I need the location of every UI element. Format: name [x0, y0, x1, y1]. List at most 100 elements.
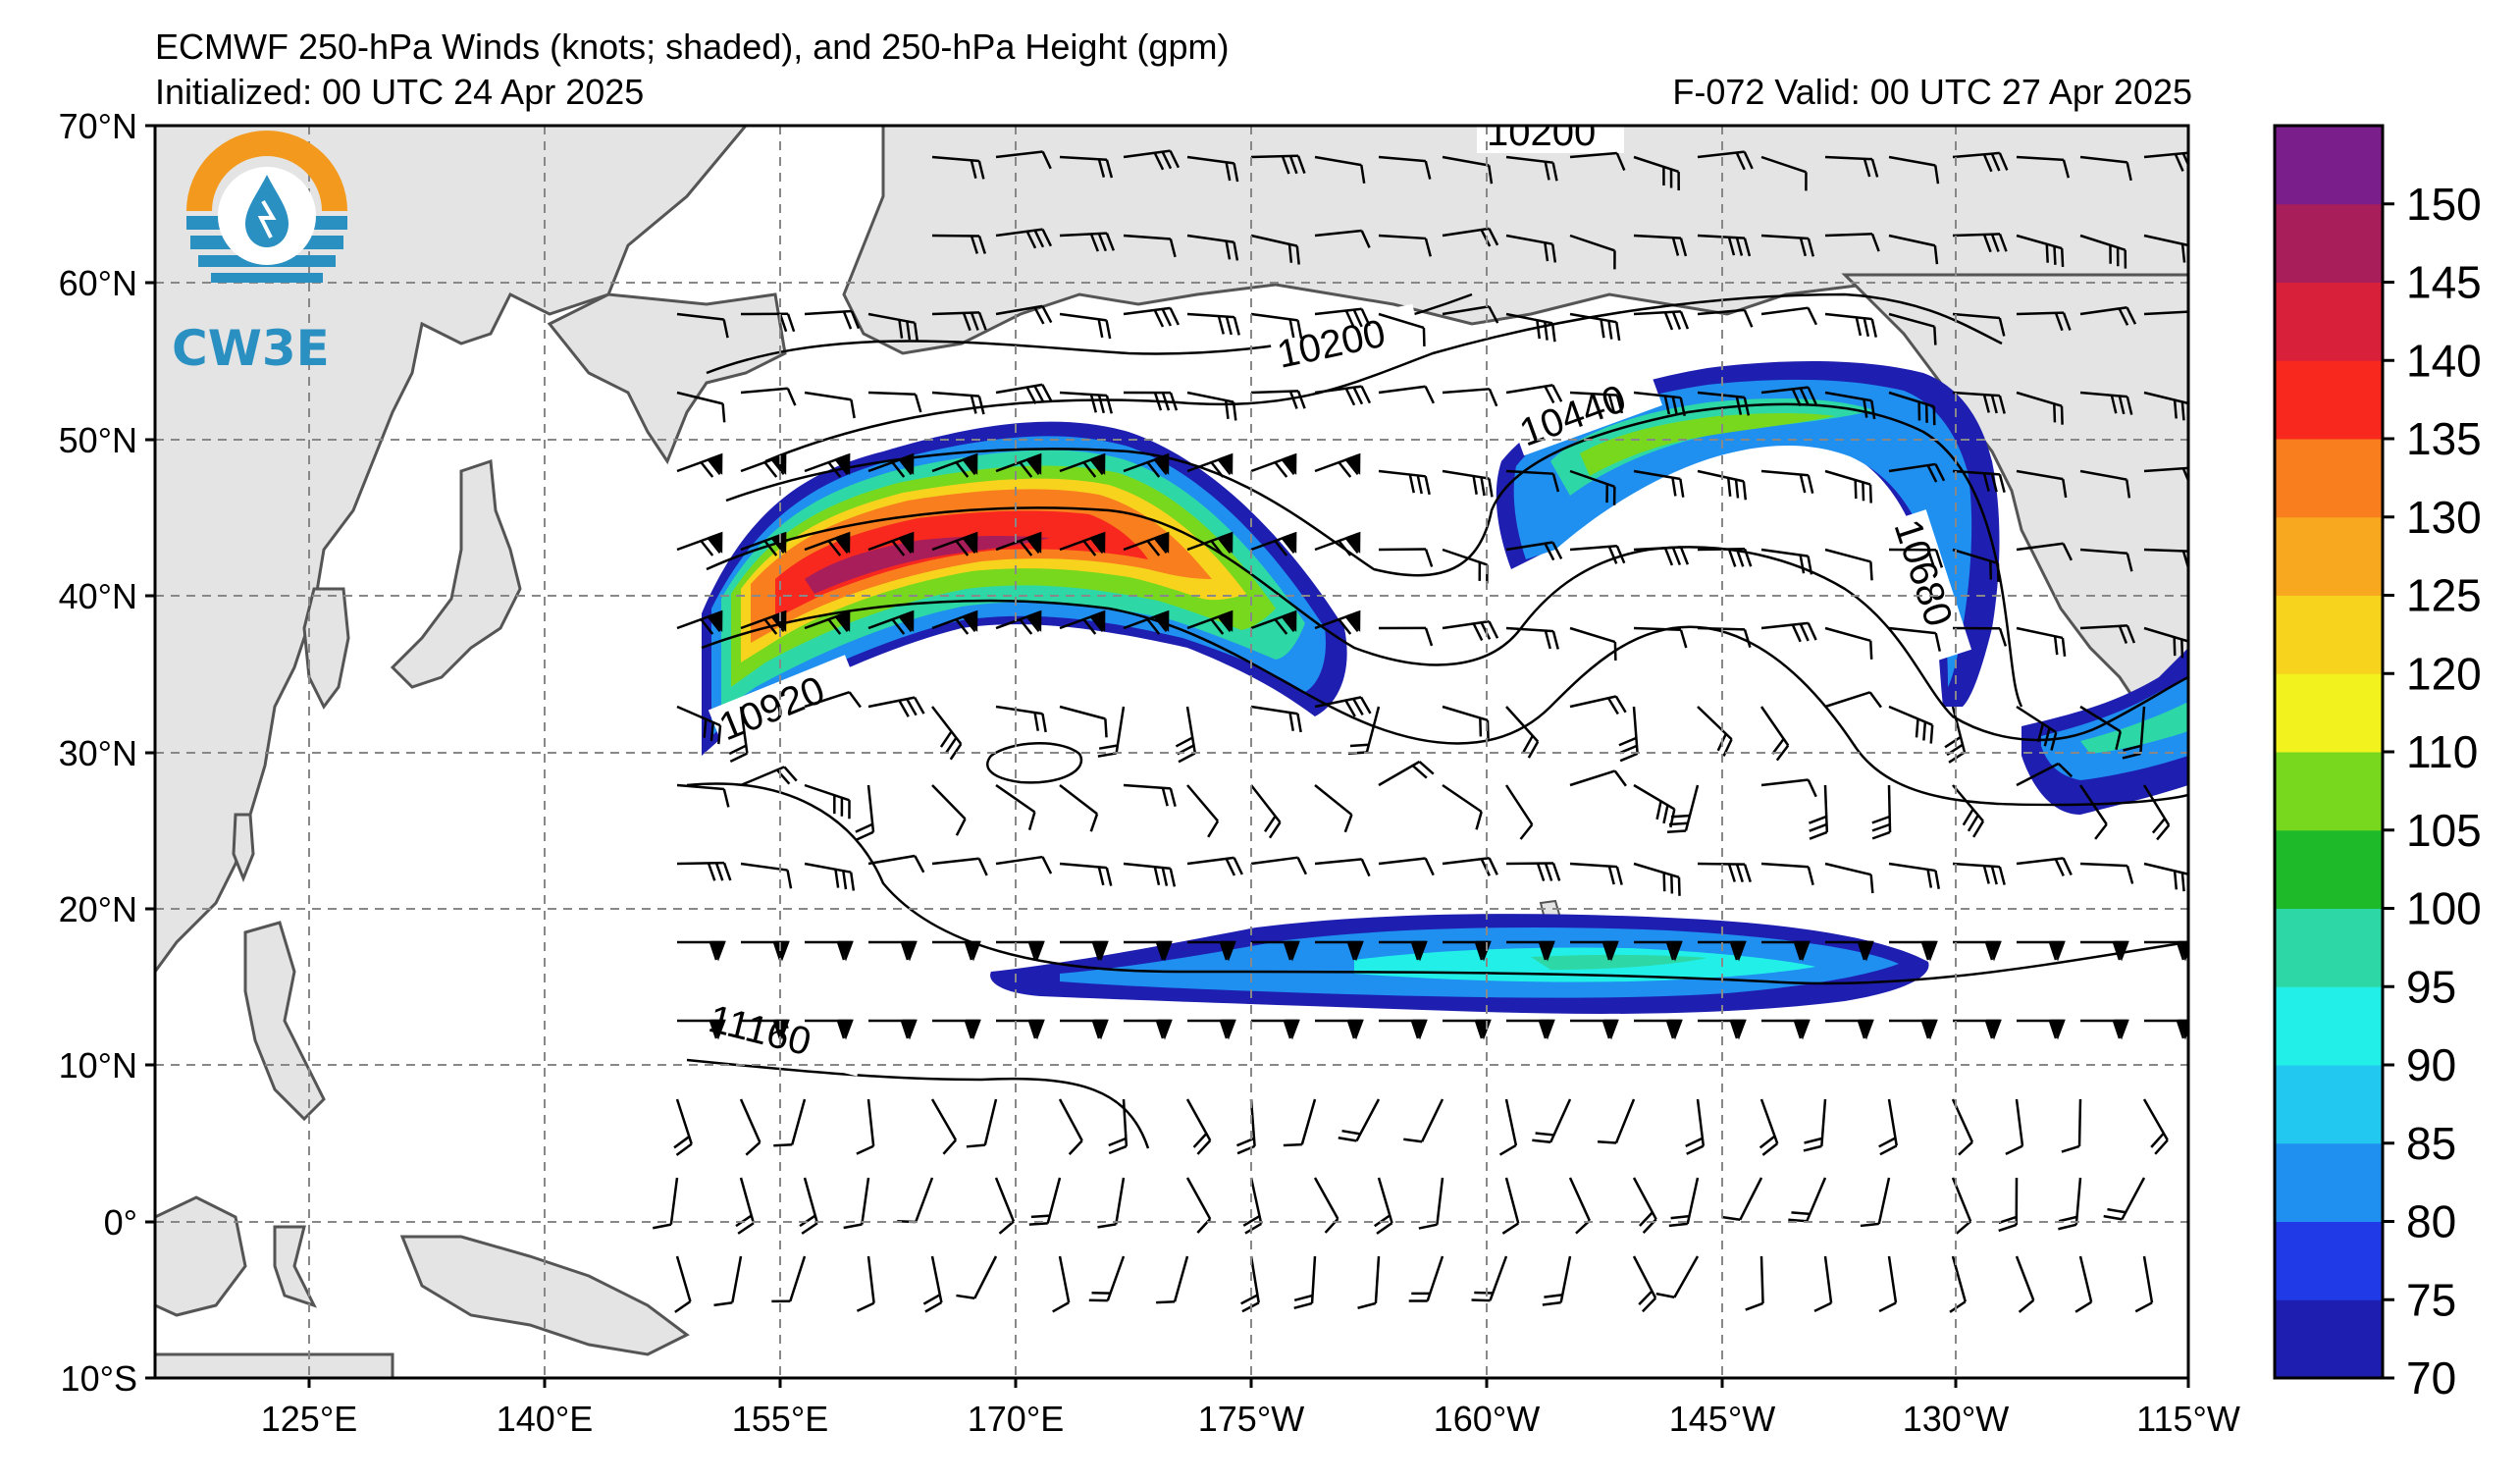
wind-barb [2134, 1255, 2154, 1313]
wind-barb [2079, 391, 2133, 415]
wind-barb [867, 452, 915, 478]
wind-barb [740, 312, 796, 333]
wind-barb [1123, 452, 1170, 478]
lon-label-175w: 175°W [1198, 1399, 1304, 1439]
wind-barb [1760, 469, 1814, 494]
map-title: ECMWF 250-hPa Winds (knots; shaded), and… [155, 26, 1230, 67]
wind-barb [2058, 1177, 2082, 1231]
wind-barb [867, 609, 915, 635]
wind-barb [868, 1019, 918, 1040]
wind-barb [1314, 385, 1372, 406]
wind-barb [1314, 531, 1361, 556]
wind-barb [1314, 609, 1361, 635]
wind-barb [1505, 234, 1557, 263]
contour-11160 [686, 782, 2188, 985]
wind-barb [932, 940, 981, 962]
wind-barb [1293, 1255, 1317, 1309]
wind-barb [1505, 706, 1540, 759]
wind-barb [2016, 762, 2074, 787]
wind-barb [2016, 311, 2072, 332]
wind-barb [1186, 531, 1234, 556]
wind-barb [867, 391, 922, 413]
wind-barb [1505, 469, 1560, 493]
wind-barb [1697, 862, 1752, 883]
wind-barb [1809, 784, 1829, 840]
wind-barb [1123, 609, 1170, 635]
wind-barb [1569, 545, 1626, 564]
wind-barb [1498, 1098, 1518, 1156]
wind-barb [1060, 1019, 1109, 1040]
wind-barb [804, 452, 851, 478]
wind-barb [1124, 1019, 1173, 1040]
wind-barb [2079, 624, 2136, 644]
wind-barb [673, 1098, 693, 1156]
jet-gulf-d [1580, 413, 1835, 476]
colorbar-label: 90 [2406, 1039, 2456, 1090]
wind-barb [867, 854, 925, 874]
colorbar-label: 145 [2406, 257, 2482, 308]
wind-barb [1403, 1098, 1444, 1143]
wind-barb [1314, 452, 1361, 478]
wind-barb [1059, 862, 1113, 886]
indonesia-landmass [155, 1352, 394, 1378]
wind-barb [676, 705, 722, 745]
wind-barb [1824, 233, 1880, 252]
lon-label-125e: 125°E [261, 1399, 357, 1439]
wind-barb [1569, 626, 1617, 662]
wind-barb [996, 940, 1045, 962]
wind-barb [1442, 705, 1490, 739]
wind-barb [1952, 784, 1985, 838]
wind-barb [1952, 391, 2006, 414]
korea-landmass [302, 587, 350, 710]
wind-barb [1759, 1098, 1779, 1156]
wind-barb [1442, 155, 1494, 185]
wind-barb [1952, 312, 2006, 337]
wind-barb [2122, 706, 2146, 760]
wind-barb [1824, 469, 1872, 503]
colorbar: 150 145 140 135 130 125 120 110 105 100 95 90 85 80 75… [2273, 124, 2482, 1404]
wind-barb [2016, 857, 2073, 876]
colorbar-label: 80 [2406, 1196, 2456, 1247]
wind-barb [1569, 695, 1627, 715]
lat-label-70n: 70°N [59, 106, 137, 146]
colorbar-label: 75 [2406, 1274, 2456, 1325]
wind-barb [1889, 940, 1938, 962]
wind-barb [2142, 784, 2171, 841]
land-masses [155, 126, 2188, 1378]
wind-barb [1597, 1098, 1636, 1144]
colorbar-label: 70 [2406, 1352, 2456, 1404]
wind-barb [1697, 548, 1753, 567]
lat-label-0: 0° [104, 1202, 137, 1243]
wind-barb [995, 855, 1053, 874]
wind-barb [1186, 391, 1237, 421]
wind-barb [1059, 391, 1113, 414]
wind-barb [2079, 234, 2127, 269]
wind-barb [1186, 155, 1239, 183]
wind-barb [1378, 548, 1434, 567]
wind-barb [804, 783, 851, 820]
wind-barb [2016, 469, 2068, 499]
colorbar-label: 125 [2406, 570, 2482, 621]
wind-barb [1471, 1255, 1508, 1302]
wind-barb [1314, 307, 1371, 329]
wind-barb [1315, 940, 1364, 962]
wind-barb [1059, 155, 1114, 179]
wind-barb [1697, 626, 1752, 648]
wind-barb [1953, 1019, 2002, 1040]
wind-barb [1378, 469, 1431, 496]
wind-barb [1250, 609, 1297, 635]
wind-barb [931, 452, 978, 478]
lon-label-115w: 115°W [2136, 1399, 2240, 1439]
wind-barb [1633, 234, 1688, 257]
wind-barb [804, 309, 861, 330]
wind-barb [1824, 155, 1879, 178]
valid-time: F-072 Valid: 00 UTC 27 Apr 2025 [1672, 72, 2192, 112]
wind-barb [1088, 1255, 1126, 1302]
wind-barb [1314, 696, 1372, 717]
wind-barb [932, 1019, 981, 1040]
wind-barb [652, 1177, 679, 1230]
lat-label-60n: 60°N [59, 263, 137, 303]
wind-barb [1379, 1019, 1428, 1040]
contour-10920 [701, 599, 2188, 807]
wind-barb [1569, 234, 1616, 270]
